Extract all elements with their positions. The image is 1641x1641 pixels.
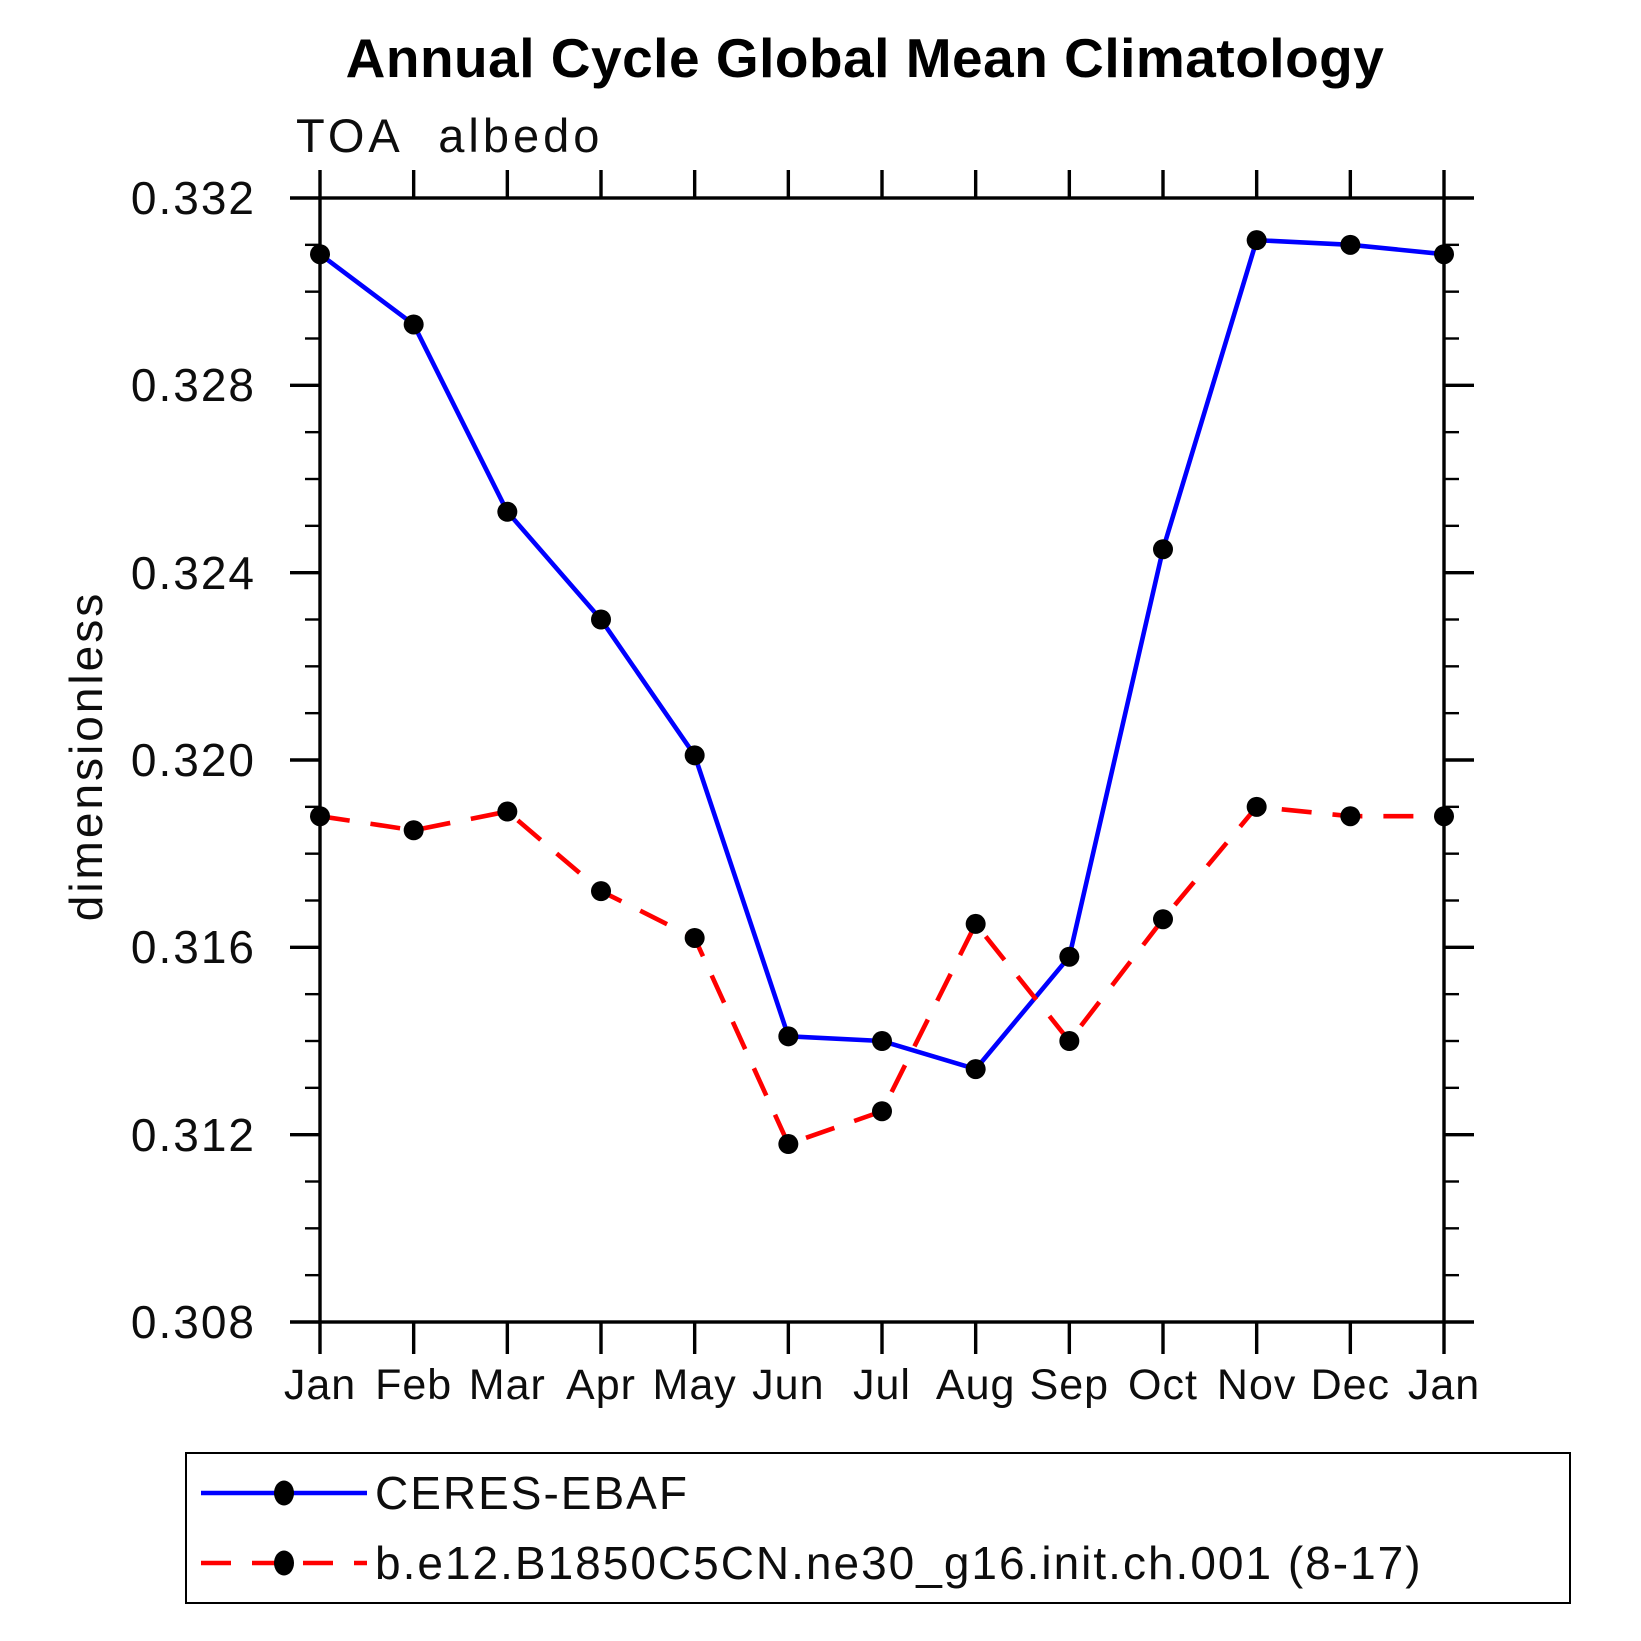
series-ceres-ebaf <box>310 230 1454 1080</box>
chart-title: Annual Cycle Global Mean Climatology <box>345 27 1385 89</box>
data-point-marker <box>591 609 611 630</box>
data-point-marker <box>497 801 518 822</box>
data-point-marker <box>1059 1031 1080 1051</box>
data-point-marker <box>1434 806 1454 827</box>
data-point-marker <box>497 501 518 522</box>
data-point-marker <box>684 745 705 766</box>
data-point-marker <box>1246 230 1267 251</box>
data-point-marker <box>403 820 424 841</box>
y-tick-label: 0.316 <box>130 921 256 974</box>
y-axis-ticks <box>290 196 1474 1324</box>
x-tick-label: Jan <box>283 1361 357 1409</box>
data-point-marker <box>965 913 986 934</box>
x-tick-label: Apr <box>566 1361 636 1409</box>
y-tick-label: 0.324 <box>130 546 256 599</box>
x-tick-label: Jun <box>752 1361 825 1409</box>
x-tick-label: Nov <box>1216 1361 1297 1409</box>
chart-subtitle: TOA albedo <box>296 109 604 162</box>
legend-label: b.e12.B1850C5CN.ne30_g16.init.ch.001 (8-… <box>375 1537 1423 1589</box>
data-point-marker <box>778 1026 799 1047</box>
x-tick-label: Oct <box>1128 1361 1198 1409</box>
axis-box <box>318 196 1446 1324</box>
data-point-marker <box>310 806 330 827</box>
x-tick-label: Mar <box>468 1361 546 1409</box>
y-tick-label: 0.332 <box>130 172 256 224</box>
x-tick-label: Sep <box>1029 1361 1110 1409</box>
legend-label: CERES-EBAF <box>375 1467 689 1519</box>
data-point-marker <box>1246 796 1267 817</box>
x-axis-ticks <box>318 170 1446 1354</box>
legend-item-model-run: b.e12.B1850C5CN.ne30_g16.init.ch.001 (8-… <box>199 1537 1423 1589</box>
x-tick-label: May <box>652 1361 737 1409</box>
data-point-marker <box>1153 539 1173 560</box>
x-tick-label: Jan <box>1407 1361 1481 1409</box>
y-tick-label: 0.312 <box>130 1108 256 1161</box>
data-point-marker <box>1059 946 1080 967</box>
series-model-run <box>310 796 1454 1155</box>
data-point-marker <box>965 1059 986 1080</box>
data-point-marker <box>403 314 424 335</box>
y-tick-label: 0.328 <box>130 359 256 412</box>
x-tick-label: Dec <box>1310 1361 1391 1409</box>
legend-item-ceres-ebaf: CERES-EBAF <box>199 1467 689 1519</box>
x-tick-label: Feb <box>375 1361 453 1409</box>
data-point-marker <box>778 1134 799 1155</box>
y-tick-label: 0.320 <box>130 734 256 786</box>
data-point-marker <box>684 927 705 948</box>
x-tick-label: Aug <box>935 1361 1016 1409</box>
data-point-marker <box>1340 806 1361 827</box>
data-point-marker <box>310 244 330 265</box>
legend-line-marker-icon <box>201 1480 367 1506</box>
data-point-marker <box>872 1031 892 1051</box>
legend-line-marker-icon <box>201 1550 367 1576</box>
y-tick-label: 0.308 <box>130 1296 256 1348</box>
data-point-marker <box>1434 244 1454 265</box>
legend-box: CERES-EBAF b.e12.B1850C5CN.ne30_g16.init… <box>185 1452 1571 1604</box>
data-point-marker <box>1340 234 1361 255</box>
data-point-marker <box>1153 909 1173 930</box>
data-point-marker <box>872 1101 892 1122</box>
x-tick-label: Jul <box>853 1361 911 1409</box>
data-point-marker <box>591 881 611 902</box>
